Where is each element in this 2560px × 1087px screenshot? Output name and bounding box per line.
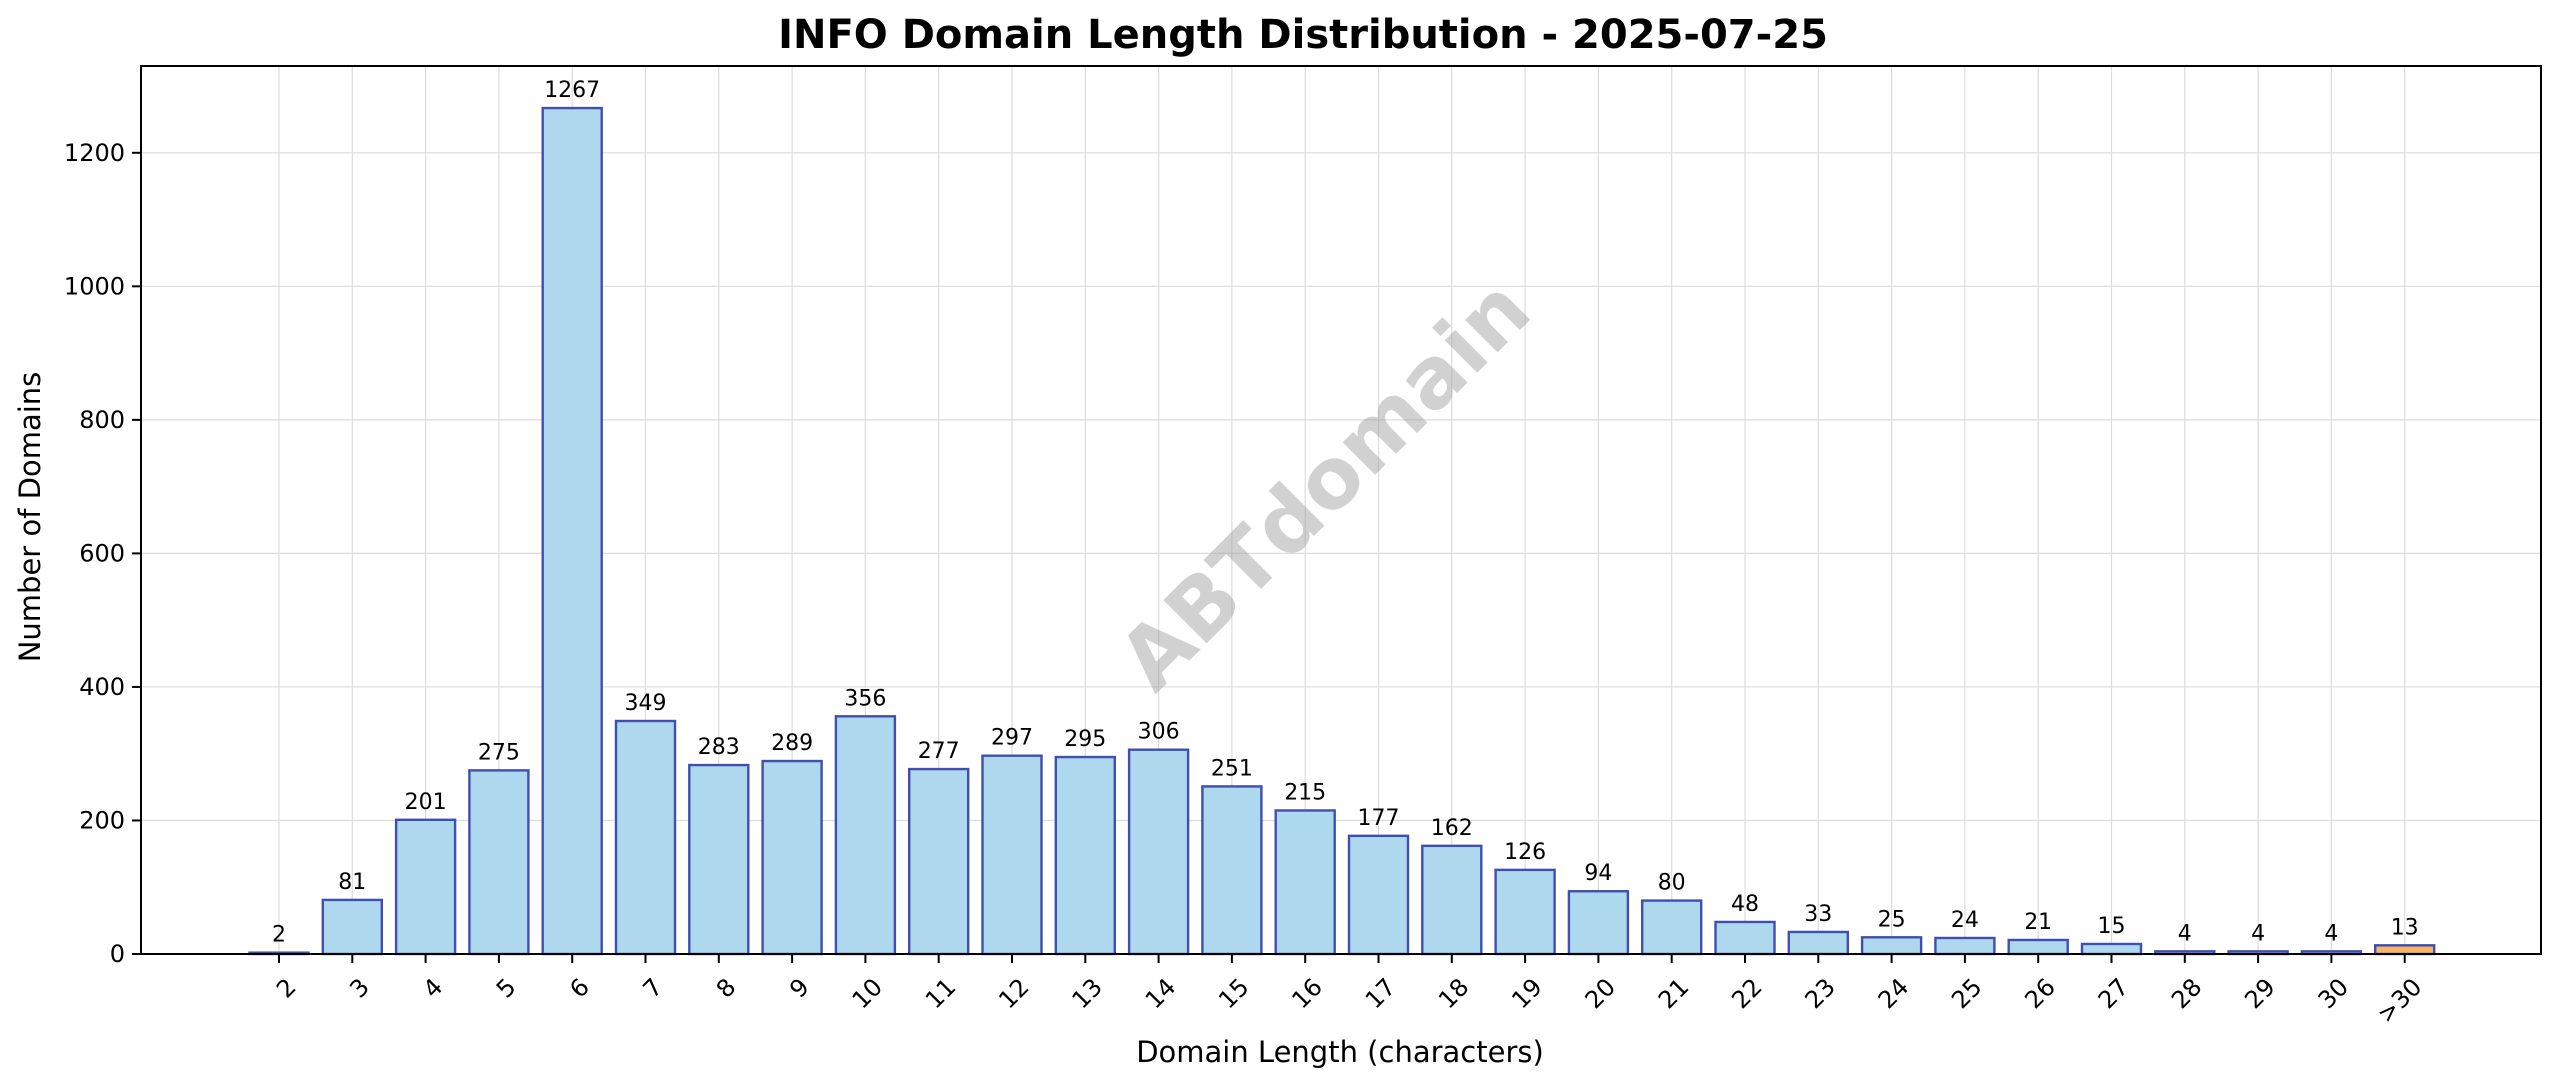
bar-12 <box>981 754 1043 956</box>
bar-25 <box>1934 936 1996 956</box>
y-tick-label: 200 <box>79 806 125 834</box>
data-label-15: 251 <box>1211 756 1253 781</box>
data-label-20: 94 <box>1584 861 1612 886</box>
bar-15 <box>1201 785 1263 956</box>
y-axis-ticks: 0 200 400 600 800 1000 1200 <box>64 139 141 968</box>
data-label-22: 48 <box>1731 892 1759 917</box>
bar-8 <box>688 763 750 956</box>
bar-22 <box>1714 920 1776 956</box>
data-label-27: 15 <box>2098 914 2126 939</box>
data-label-4: 201 <box>405 790 447 815</box>
bars-layer <box>248 106 2436 956</box>
bar-18 <box>1421 844 1483 956</box>
data-label-18: 162 <box>1431 816 1473 841</box>
bar-26 <box>2007 938 2069 956</box>
bar-21 <box>1640 899 1703 956</box>
y-tick-label: 1000 <box>64 272 125 300</box>
data-label-19: 126 <box>1504 840 1546 865</box>
y-tick-label: 600 <box>79 539 125 567</box>
bar-3 <box>321 898 383 956</box>
bar-4 <box>394 818 457 956</box>
data-label-14: 306 <box>1138 720 1180 745</box>
x-axis-label: Domain Length (characters) <box>1136 1035 1544 1069</box>
data-label-23: 33 <box>1804 902 1832 927</box>
data-label-24: 25 <box>1878 907 1906 932</box>
bar-5 <box>468 769 530 956</box>
bar-7 <box>614 719 677 956</box>
bar-17 <box>1347 834 1410 956</box>
chart-title: INFO Domain Length Distribution - 2025-0… <box>778 12 1828 58</box>
data-label-16: 215 <box>1284 780 1326 805</box>
y-tick-label: 1200 <box>64 139 125 167</box>
data-label-29: 4 <box>2251 921 2265 946</box>
bar-13 <box>1054 755 1117 956</box>
y-tick-label: 0 <box>110 940 125 968</box>
data-label-9: 289 <box>771 731 813 756</box>
y-tick-label: 800 <box>79 406 125 434</box>
bar-10 <box>834 715 897 956</box>
data-label-25: 24 <box>1951 908 1979 933</box>
plot-area-frame <box>140 65 2542 955</box>
bar-19 <box>1494 868 1556 956</box>
data-label-21: 80 <box>1658 871 1686 896</box>
data-label-28: 4 <box>2178 921 2192 946</box>
bar-14 <box>1127 748 1190 956</box>
data-label-5: 275 <box>478 740 520 765</box>
bar-23 <box>1787 930 1850 956</box>
data-label-3: 81 <box>338 870 366 895</box>
data-label-30: 4 <box>2324 921 2338 946</box>
data-label-17: 177 <box>1358 806 1400 831</box>
data-label-8: 283 <box>698 735 740 760</box>
data-label-6: 1267 <box>544 78 600 103</box>
bar-24 <box>1860 936 1923 956</box>
bar-6 <box>541 106 603 956</box>
data-label-26: 21 <box>2024 910 2052 935</box>
data-label-10: 356 <box>844 686 886 711</box>
data-label-11: 277 <box>918 739 960 764</box>
bar->30 <box>2373 944 2436 956</box>
data-label->30: 13 <box>2391 915 2419 940</box>
data-label-7: 349 <box>625 691 667 716</box>
bar-27 <box>2080 942 2143 956</box>
bar-16 <box>1274 809 1336 956</box>
data-label-12: 297 <box>991 726 1033 751</box>
bar-20 <box>1567 890 1630 956</box>
bar-9 <box>761 759 823 956</box>
data-label-2: 2 <box>272 923 286 948</box>
y-axis-label: Number of Domains <box>13 372 47 663</box>
bar-11 <box>908 767 970 956</box>
data-label-13: 295 <box>1064 727 1106 752</box>
y-tick-label: 400 <box>79 673 125 701</box>
